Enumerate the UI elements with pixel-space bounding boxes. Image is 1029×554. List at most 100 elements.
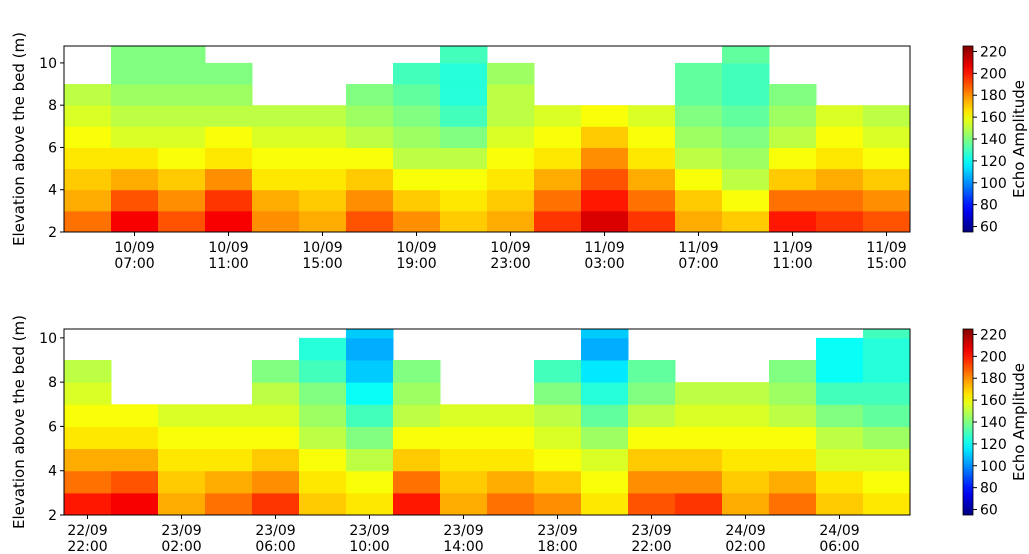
heatmap-cell xyxy=(205,470,253,494)
heatmap-cell xyxy=(675,62,723,85)
colorbar-tick-label: 220 xyxy=(980,44,1007,60)
heatmap-cell xyxy=(816,105,864,127)
heatmap-cell xyxy=(487,448,535,472)
heatmap-cell xyxy=(581,404,629,427)
heatmap-cell xyxy=(393,62,441,85)
heatmap-cell xyxy=(205,84,253,106)
heatmap-cell xyxy=(816,382,864,405)
heatmap-cell xyxy=(769,126,817,148)
heatmap-cell xyxy=(252,210,300,232)
x-tick-label: 11/09 15:00 xyxy=(866,240,906,272)
heatmap-cell xyxy=(628,147,676,170)
heatmap-cell xyxy=(440,84,488,106)
heatmap-cell xyxy=(581,189,629,212)
heatmap-cell xyxy=(346,382,394,405)
heatmap-cell xyxy=(158,126,206,148)
heatmap-cell xyxy=(722,382,770,405)
heatmap-cell xyxy=(675,404,723,427)
colorbar-tick-label: 220 xyxy=(980,327,1007,343)
x-tick-label: 23/09 06:00 xyxy=(255,523,295,554)
heatmap-cell xyxy=(722,448,770,472)
colorbar-tick-label: 80 xyxy=(980,481,998,497)
colorbar-tick-label: 140 xyxy=(980,132,1007,148)
x-tick-label: 10/09 19:00 xyxy=(396,240,436,272)
heatmap-cell xyxy=(299,492,347,515)
heatmap-cell xyxy=(64,168,112,191)
heatmap-cell xyxy=(769,426,817,450)
heatmap-cell xyxy=(863,337,910,361)
y-tick-label: 10 xyxy=(39,56,57,72)
heatmap-cell xyxy=(299,448,347,472)
heatmap-cell xyxy=(863,329,910,339)
heatmap-cell xyxy=(534,105,582,127)
colorbar-tick-label: 100 xyxy=(980,459,1007,475)
heatmap-cell xyxy=(816,337,864,361)
heatmap-cell xyxy=(64,426,112,450)
heatmap-cell xyxy=(628,210,676,232)
heatmap-cell xyxy=(675,382,723,405)
heatmap-cell xyxy=(346,329,394,339)
heatmap-cell xyxy=(487,147,535,170)
heatmap-cell xyxy=(534,168,582,191)
heatmap-cell xyxy=(440,210,488,232)
heatmap-cell xyxy=(111,105,159,127)
heatmap-cell xyxy=(158,448,206,472)
colorbar-tick-label: 200 xyxy=(980,66,1007,82)
heatmap-cell xyxy=(769,147,817,170)
heatmap-cell xyxy=(299,382,347,405)
heatmap-cell xyxy=(158,189,206,212)
heatmap-cell xyxy=(346,84,394,106)
heatmap-cell xyxy=(393,360,441,383)
heatmap-cell xyxy=(722,62,770,85)
heatmap-cell xyxy=(675,492,723,515)
x-tick-label: 11/09 07:00 xyxy=(678,240,718,272)
heatmap-cell xyxy=(64,360,112,383)
heatmap-cell xyxy=(487,105,535,127)
heatmap-cell xyxy=(487,210,535,232)
x-tick-label: 23/09 02:00 xyxy=(161,523,201,554)
heatmap-cell xyxy=(393,168,441,191)
heatmap-cell xyxy=(581,426,629,450)
heatmap-cell xyxy=(816,448,864,472)
heatmap-cell xyxy=(158,492,206,515)
heatmap-cell xyxy=(628,404,676,427)
heatmap-cell xyxy=(863,404,910,427)
heatmap-cell xyxy=(64,147,112,170)
heatmap-cell xyxy=(393,147,441,170)
heatmap-cell xyxy=(393,84,441,106)
heatmap-cell xyxy=(628,126,676,148)
colorbar-tick-label: 180 xyxy=(980,371,1007,387)
heatmap-cell xyxy=(722,168,770,191)
heatmap-cell xyxy=(722,404,770,427)
heatmap-cell xyxy=(534,470,582,494)
heatmap-cell xyxy=(534,189,582,212)
heatmap-cell xyxy=(252,404,300,427)
heatmap-cell xyxy=(487,84,535,106)
heatmap-cell xyxy=(487,492,535,515)
heatmap-cell xyxy=(628,492,676,515)
heatmap-cell xyxy=(863,147,910,170)
heatmap-cell xyxy=(440,126,488,148)
heatmap-cell xyxy=(64,404,112,427)
colorbar-label: Echo Amplitude xyxy=(1010,80,1028,198)
heatmap-cell xyxy=(158,404,206,427)
x-tick-label: 10/09 07:00 xyxy=(114,240,154,272)
heatmap-cell xyxy=(675,189,723,212)
heatmap-cell xyxy=(722,470,770,494)
heatmap-cell xyxy=(628,448,676,472)
heatmap-cell xyxy=(722,426,770,450)
heatmap-cell xyxy=(722,210,770,232)
x-tick-label: 22/09 22:00 xyxy=(67,523,107,554)
heatmap-cell xyxy=(64,382,112,405)
heatmap-cell xyxy=(816,189,864,212)
heatmap-cell xyxy=(722,46,770,64)
heatmap-cell xyxy=(299,126,347,148)
heatmap-cell xyxy=(816,210,864,232)
heatmap-cell xyxy=(816,168,864,191)
heatmap-cell xyxy=(581,168,629,191)
heatmap-cell xyxy=(393,426,441,450)
heatmap-cell xyxy=(346,404,394,427)
x-tick-label: 10/09 23:00 xyxy=(490,240,530,272)
heatmap-cell xyxy=(205,448,253,472)
heatmap-cell xyxy=(769,404,817,427)
